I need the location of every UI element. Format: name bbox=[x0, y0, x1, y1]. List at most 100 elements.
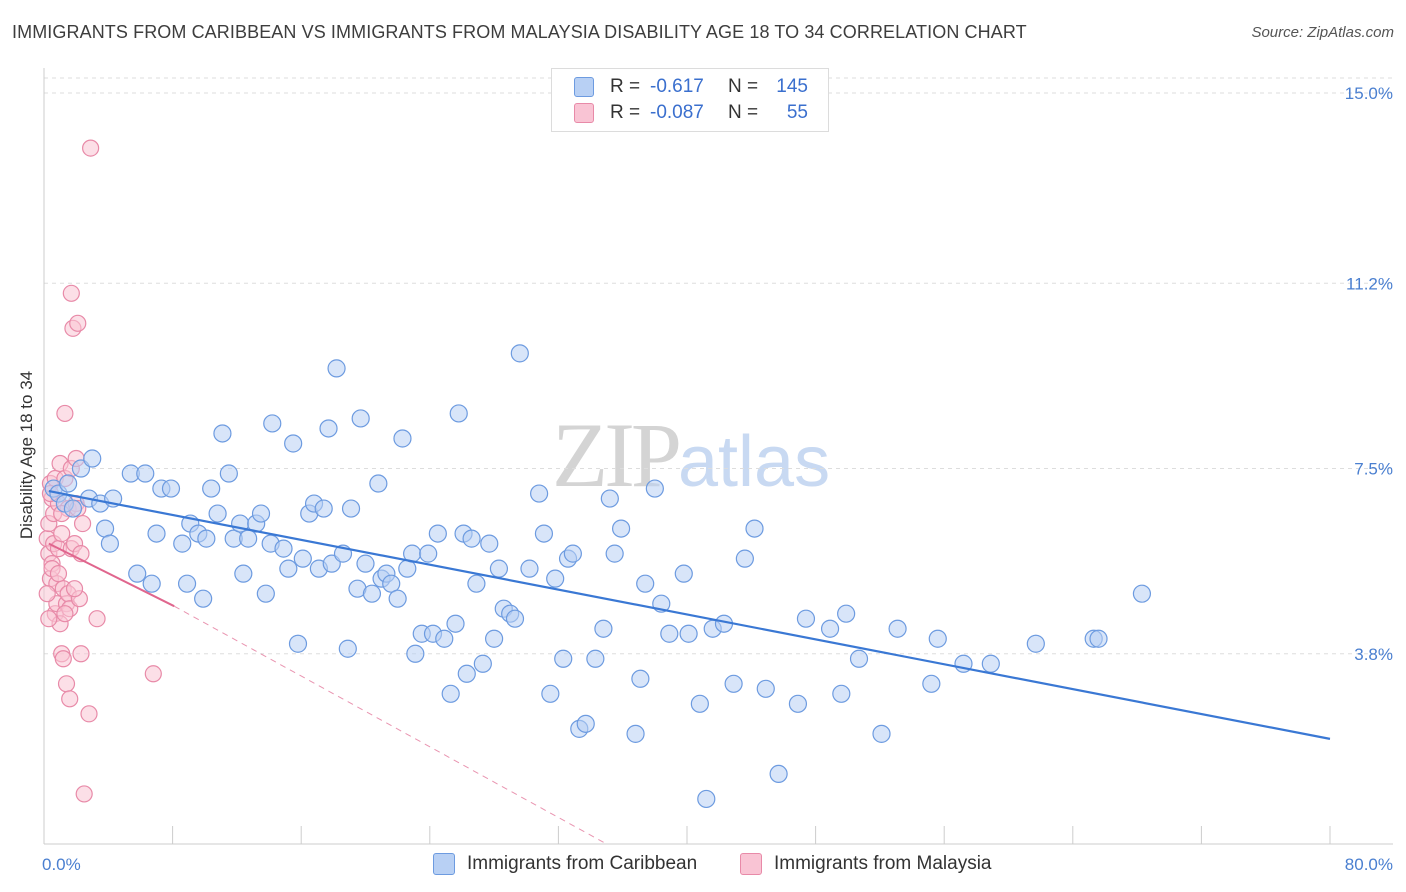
caribbean-point bbox=[520, 559, 539, 578]
caribbean-legend-swatch bbox=[433, 853, 455, 875]
malaysia-legend-label: Immigrants from Malaysia bbox=[774, 853, 992, 874]
tick-labels: 3.8% 7.5% 11.2% 15.0% 0.0% 80.0% bbox=[42, 84, 1393, 874]
malaysia-trend-line bbox=[48, 542, 175, 608]
n-label: N = bbox=[728, 76, 759, 97]
caribbean-point bbox=[95, 519, 115, 538]
caribbean-point bbox=[338, 639, 357, 658]
caribbean-point bbox=[419, 544, 438, 563]
caribbean-point bbox=[832, 684, 851, 703]
caribbean-point bbox=[293, 549, 312, 568]
caribbean-point bbox=[314, 499, 333, 518]
caribbean-point bbox=[837, 604, 856, 623]
r-label: R = bbox=[610, 76, 641, 97]
caribbean-trend-line bbox=[48, 489, 1331, 740]
y-tick-label: 3.8% bbox=[1354, 645, 1393, 664]
caribbean-point bbox=[435, 629, 454, 648]
caribbean-point bbox=[872, 724, 891, 743]
caribbean-point bbox=[674, 564, 693, 583]
caribbean-point bbox=[530, 484, 549, 503]
y-tick-label: 11.2% bbox=[1346, 274, 1393, 293]
malaysia-r-value: -0.087 bbox=[650, 102, 704, 123]
caribbean-point bbox=[213, 424, 232, 443]
caribbean-point bbox=[541, 684, 560, 703]
source-label: Source: ZipAtlas.com bbox=[1251, 24, 1394, 41]
caribbean-point bbox=[820, 619, 840, 638]
bottom-legend-malaysia: Immigrants from Malaysia bbox=[740, 853, 992, 875]
caribbean-point bbox=[63, 499, 83, 518]
malaysia-point bbox=[65, 580, 84, 598]
caribbean-point bbox=[576, 714, 595, 733]
malaysia-point bbox=[73, 514, 92, 533]
caribbean-point bbox=[136, 464, 155, 483]
malaysia-point bbox=[54, 650, 72, 668]
caribbean-point bbox=[554, 649, 573, 668]
caribbean-point bbox=[563, 544, 582, 563]
malaysia-point bbox=[144, 665, 162, 683]
bottom-legend-caribbean: Immigrants from Caribbean bbox=[433, 853, 697, 875]
caribbean-point bbox=[251, 504, 271, 523]
caribbean-point bbox=[274, 539, 293, 558]
r-label: R = bbox=[610, 102, 641, 123]
caribbean-point bbox=[239, 529, 258, 548]
chart-title: IMMIGRANTS FROM CARIBBEAN VS IMMIGRANTS … bbox=[12, 22, 1027, 42]
caribbean-point bbox=[161, 479, 181, 498]
caribbean-point bbox=[393, 429, 412, 448]
caribbean-point bbox=[100, 534, 120, 553]
malaysia-point bbox=[82, 139, 100, 157]
caribbean-point bbox=[356, 554, 375, 573]
caribbean-point bbox=[263, 414, 282, 433]
caribbean-point bbox=[362, 584, 382, 603]
malaysia-legend-swatch bbox=[740, 853, 762, 875]
caribbean-point bbox=[745, 519, 764, 538]
malaysia-point bbox=[57, 675, 76, 693]
caribbean-point bbox=[462, 529, 481, 548]
caribbean-point bbox=[382, 574, 401, 593]
malaysia-swatch bbox=[574, 103, 594, 123]
caribbean-point bbox=[398, 559, 417, 578]
caribbean-point bbox=[202, 479, 221, 498]
caribbean-point bbox=[388, 589, 407, 608]
trend-lines bbox=[48, 489, 1331, 845]
caribbean-point bbox=[457, 664, 476, 683]
malaysia-point bbox=[72, 645, 90, 663]
caribbean-point bbox=[796, 609, 816, 628]
caribbean-point bbox=[636, 574, 655, 593]
caribbean-point bbox=[586, 649, 605, 668]
caribbean-point bbox=[147, 524, 166, 543]
caribbean-point bbox=[284, 434, 303, 453]
caribbean-point bbox=[690, 694, 709, 713]
malaysia-point bbox=[38, 585, 56, 603]
caribbean-point bbox=[197, 529, 216, 548]
caribbean-point bbox=[769, 764, 788, 784]
n-label: N = bbox=[728, 102, 759, 123]
legend-row-malaysia: R = -0.087 N = 55 bbox=[574, 101, 808, 125]
correlation-legend: R = -0.617 N = 145 R = -0.087 N = 55 bbox=[551, 68, 829, 132]
caribbean-point bbox=[788, 694, 808, 713]
caribbean-point bbox=[611, 519, 631, 538]
caribbean-points bbox=[44, 344, 1152, 809]
caribbean-point bbox=[473, 654, 492, 673]
caribbean-point bbox=[849, 649, 869, 668]
caribbean-point bbox=[631, 669, 650, 688]
caribbean-point bbox=[83, 449, 102, 468]
caribbean-point bbox=[219, 464, 238, 483]
malaysia-point bbox=[49, 565, 68, 583]
malaysia-point bbox=[53, 524, 71, 543]
caribbean-point bbox=[327, 359, 346, 378]
malaysia-point bbox=[75, 785, 93, 803]
axes bbox=[43, 68, 1393, 845]
caribbean-n-value: 145 bbox=[776, 76, 808, 97]
caribbean-point bbox=[546, 569, 565, 588]
x-tick-label-max: 80.0% bbox=[1345, 855, 1393, 874]
caribbean-point bbox=[288, 634, 308, 653]
malaysia-trend-extension bbox=[173, 605, 607, 845]
caribbean-point bbox=[173, 534, 192, 553]
caribbean-point bbox=[351, 409, 370, 428]
caribbean-point bbox=[341, 499, 361, 518]
caribbean-point bbox=[441, 684, 460, 703]
caribbean-point bbox=[922, 674, 941, 693]
caribbean-point bbox=[660, 624, 679, 643]
caribbean-point bbox=[724, 674, 743, 693]
caribbean-point bbox=[735, 549, 754, 568]
